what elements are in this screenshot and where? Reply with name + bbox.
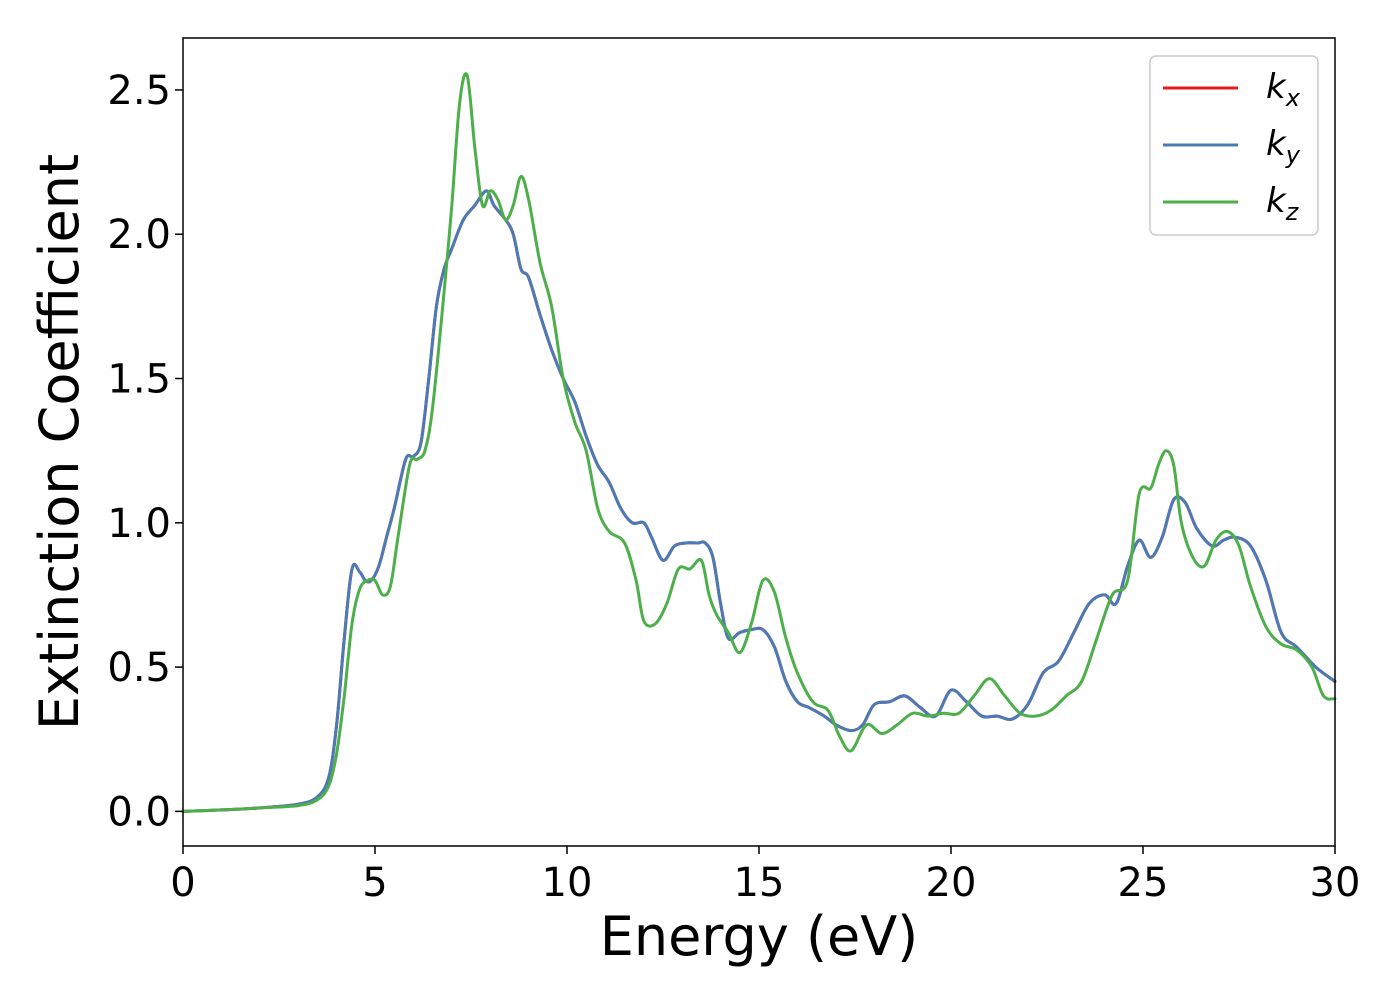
x-tick-label: 25 xyxy=(1118,860,1169,906)
x-axis: 0 5 10 15 20 25 30 xyxy=(170,846,1360,906)
x-tick-label: 5 xyxy=(362,860,387,906)
series-line-kz xyxy=(181,72,1337,813)
y-axis-label: Extinction Coefficient xyxy=(28,154,91,730)
y-tick-label: 0.0 xyxy=(107,789,171,835)
series-group xyxy=(181,72,1337,813)
y-tick-label: 0.5 xyxy=(107,645,171,691)
y-tick-label: 1.0 xyxy=(107,501,171,547)
x-tick-label: 20 xyxy=(926,860,977,906)
y-axis: 0.0 0.5 1.0 1.5 2.0 2.5 xyxy=(107,68,183,835)
y-tick-label: 2.5 xyxy=(107,68,171,114)
x-tick-label: 10 xyxy=(542,860,593,906)
series-line-kx xyxy=(181,189,1337,813)
y-tick-label: 1.5 xyxy=(107,357,171,403)
x-axis-label: Energy (eV) xyxy=(600,905,919,968)
x-tick-label: 30 xyxy=(1310,860,1361,906)
x-tick-label: 0 xyxy=(170,860,195,906)
y-tick-label: 2.0 xyxy=(107,212,171,258)
series-line-ky xyxy=(181,189,1337,813)
x-tick-label: 15 xyxy=(734,860,785,906)
